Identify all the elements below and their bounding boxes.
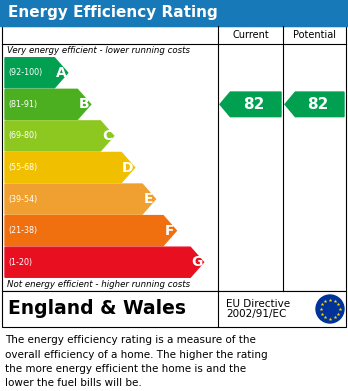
Text: Energy Efficiency Rating: Energy Efficiency Rating <box>8 5 218 20</box>
Text: A: A <box>56 66 66 80</box>
Text: (55-68): (55-68) <box>8 163 37 172</box>
Text: D: D <box>122 160 134 174</box>
Text: Very energy efficient - lower running costs: Very energy efficient - lower running co… <box>7 46 190 55</box>
Text: EU Directive: EU Directive <box>226 299 290 309</box>
Text: 2002/91/EC: 2002/91/EC <box>226 309 286 319</box>
Polygon shape <box>5 89 91 119</box>
Polygon shape <box>5 58 68 88</box>
Text: (92-100): (92-100) <box>8 68 42 77</box>
Text: The energy efficiency rating is a measure of the: The energy efficiency rating is a measur… <box>5 335 256 345</box>
Text: B: B <box>79 97 89 111</box>
Text: Potential: Potential <box>293 30 336 40</box>
Text: (39-54): (39-54) <box>8 195 37 204</box>
Polygon shape <box>5 184 156 214</box>
Text: Current: Current <box>232 30 269 40</box>
Polygon shape <box>5 121 114 151</box>
Text: the more energy efficient the home is and the: the more energy efficient the home is an… <box>5 364 246 374</box>
Circle shape <box>316 295 344 323</box>
Text: (1-20): (1-20) <box>8 258 32 267</box>
Text: (21-38): (21-38) <box>8 226 37 235</box>
Bar <box>0 0 348 26</box>
Polygon shape <box>5 247 204 277</box>
Text: 82: 82 <box>243 97 264 112</box>
Text: overall efficiency of a home. The higher the rating: overall efficiency of a home. The higher… <box>5 350 268 359</box>
Text: G: G <box>191 255 203 269</box>
Polygon shape <box>5 215 176 246</box>
Bar <box>2 291 346 327</box>
Text: C: C <box>102 129 112 143</box>
Text: (81-91): (81-91) <box>8 100 37 109</box>
Polygon shape <box>285 92 344 117</box>
Text: Not energy efficient - higher running costs: Not energy efficient - higher running co… <box>7 280 190 289</box>
Text: lower the fuel bills will be.: lower the fuel bills will be. <box>5 378 142 389</box>
Text: (69-80): (69-80) <box>8 131 37 140</box>
Text: F: F <box>165 224 174 238</box>
Polygon shape <box>220 92 281 117</box>
Text: E: E <box>144 192 153 206</box>
Text: England & Wales: England & Wales <box>8 300 186 319</box>
Bar <box>2 26 346 291</box>
Polygon shape <box>5 152 135 183</box>
Text: 82: 82 <box>307 97 328 112</box>
